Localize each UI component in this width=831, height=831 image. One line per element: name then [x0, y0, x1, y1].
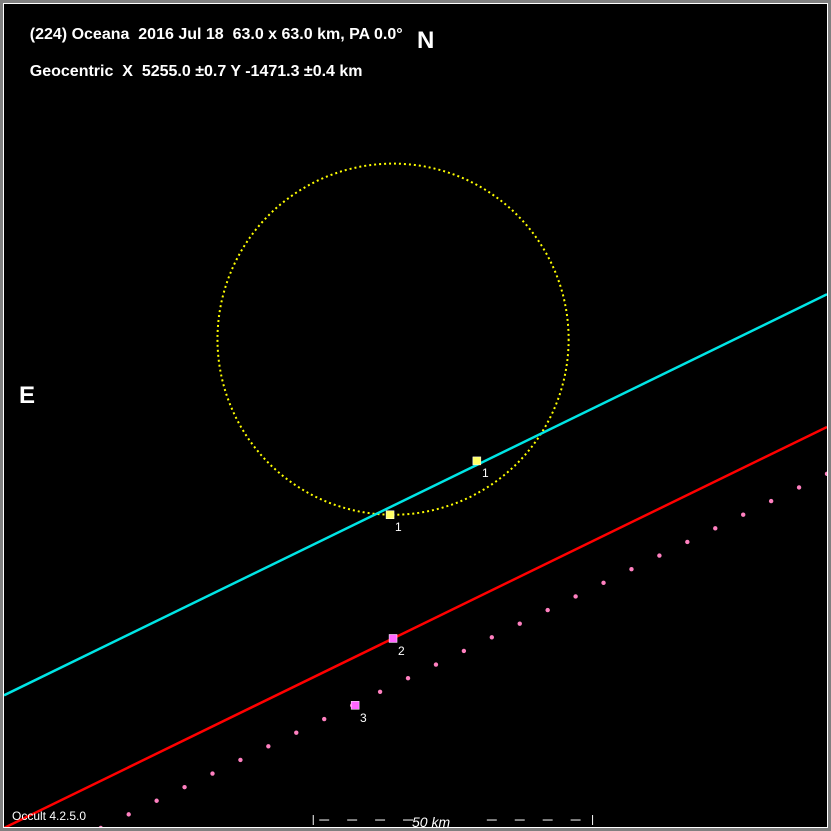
header-line1: (224) Oceana 2016 Jul 18 63.0 x 63.0 km,… — [30, 26, 403, 43]
occultation-plot — [4, 4, 827, 827]
chord-marker-label: 1 — [482, 466, 489, 480]
chord-marker-label: 2 — [398, 644, 405, 658]
chord-marker-label: 1 — [395, 520, 402, 534]
compass-north: N — [417, 27, 434, 55]
scale-bar-label: 50 km — [412, 814, 450, 830]
compass-east: E — [19, 382, 35, 410]
software-version: Occult 4.2.5.0 — [12, 809, 86, 823]
header-line2: Geocentric X 5255.0 ±0.7 Y -1471.3 ±0.4 … — [30, 63, 363, 80]
header-text: (224) Oceana 2016 Jul 18 63.0 x 63.0 km,… — [12, 8, 403, 100]
chord-marker-label: 3 — [360, 711, 367, 725]
plot-frame: (224) Oceana 2016 Jul 18 63.0 x 63.0 km,… — [3, 3, 828, 828]
